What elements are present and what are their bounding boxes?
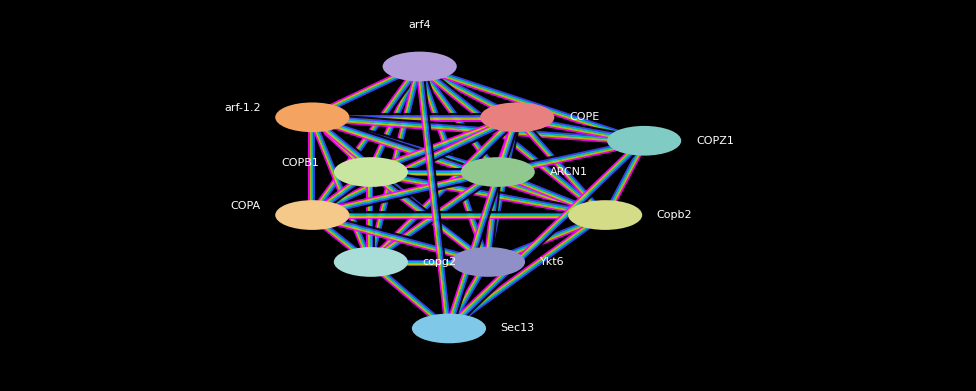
Circle shape <box>451 247 525 277</box>
Text: arf-1.2: arf-1.2 <box>224 103 261 113</box>
Text: Ykt6: Ykt6 <box>540 257 564 267</box>
Circle shape <box>334 247 408 277</box>
Text: COPE: COPE <box>569 112 599 122</box>
Circle shape <box>383 52 457 81</box>
Circle shape <box>568 200 642 230</box>
Circle shape <box>607 126 681 156</box>
Circle shape <box>275 200 349 230</box>
Circle shape <box>412 314 486 343</box>
Text: COPA: COPA <box>230 201 261 211</box>
Circle shape <box>461 157 535 187</box>
Text: copg2: copg2 <box>423 257 457 267</box>
Text: arf4: arf4 <box>408 20 431 30</box>
Text: Sec13: Sec13 <box>501 323 535 334</box>
Circle shape <box>275 102 349 132</box>
Text: COPZ1: COPZ1 <box>696 136 734 146</box>
Text: Copb2: Copb2 <box>657 210 693 220</box>
Text: ARCN1: ARCN1 <box>549 167 588 177</box>
Circle shape <box>480 102 554 132</box>
Text: COPB1: COPB1 <box>281 158 319 168</box>
Circle shape <box>334 157 408 187</box>
